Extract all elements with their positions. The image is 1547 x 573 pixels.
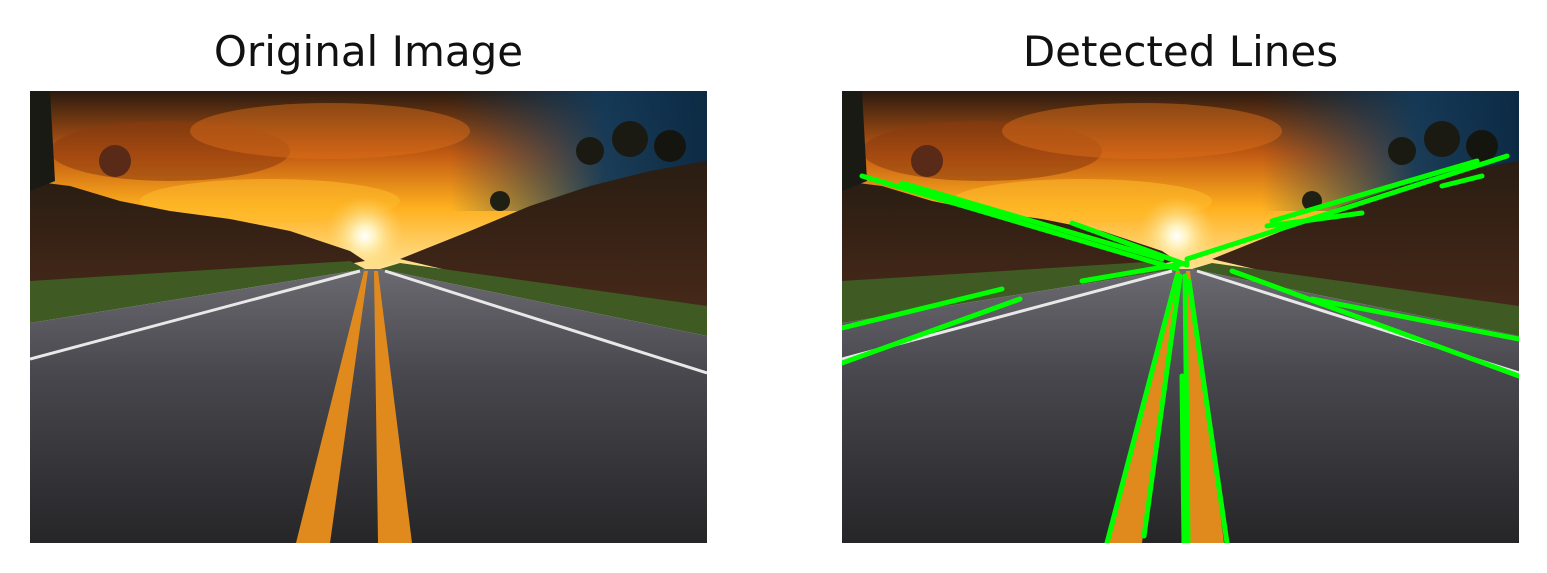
detected-line (1264, 210, 1365, 229)
road-sunset-image-with-lines (842, 91, 1519, 543)
detected-line (1182, 273, 1191, 543)
detected-line (1079, 260, 1190, 284)
original-image-panel (30, 91, 707, 543)
detected-line (1184, 153, 1510, 262)
detected-line (1179, 373, 1187, 543)
road-sunset-image (30, 91, 707, 543)
panel-title-original: Original Image (213, 27, 524, 76)
detected-line (1104, 273, 1180, 543)
detected-line-segments (842, 153, 1519, 543)
detected-line (842, 286, 1005, 331)
detected-line (1309, 296, 1519, 342)
detected-line (1229, 268, 1519, 379)
detected-line (899, 180, 1165, 262)
detected-line (1439, 173, 1485, 189)
detected-lines-panel (842, 91, 1519, 543)
detected-line (859, 173, 1180, 272)
detected-line (1141, 273, 1183, 539)
detected-line (1186, 278, 1230, 543)
detected-line (842, 296, 1023, 366)
panel-title-detected: Detected Lines (1022, 27, 1339, 76)
detected-line (1069, 220, 1190, 268)
detected-line (1269, 158, 1480, 224)
